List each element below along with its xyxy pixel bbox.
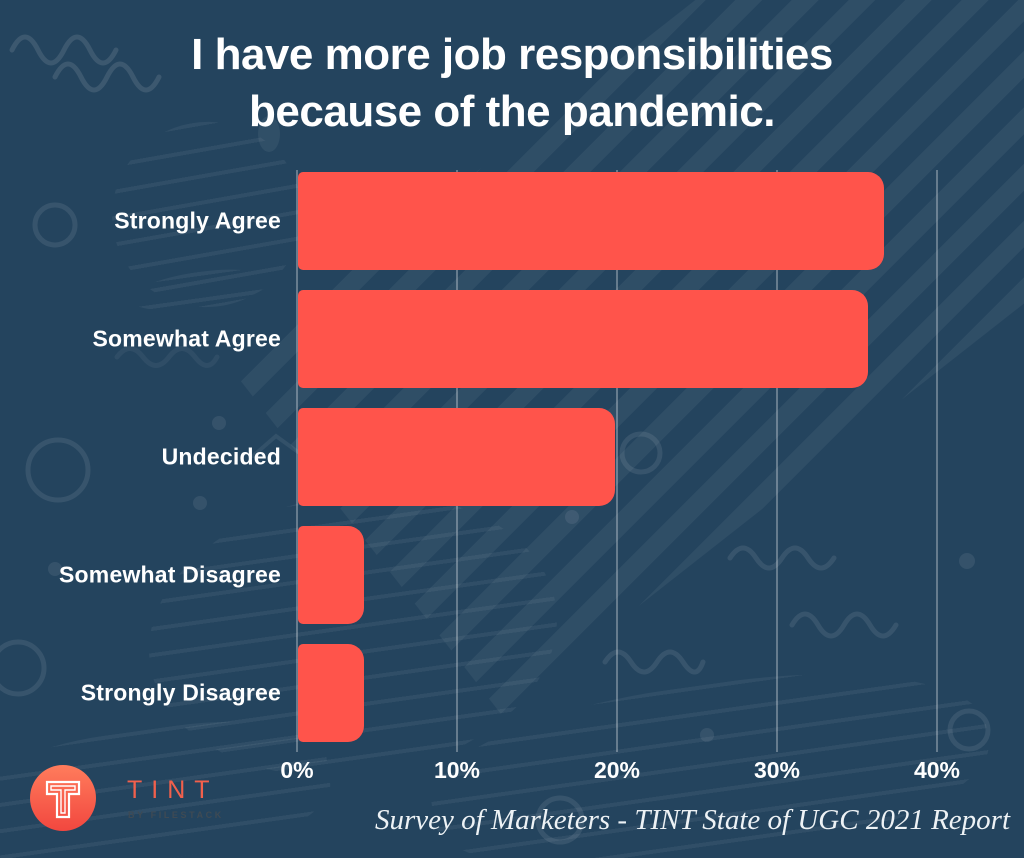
brand-name: TINT <box>127 776 219 804</box>
gridline <box>296 170 298 752</box>
x-axis-tick-label: 10% <box>433 757 481 783</box>
dot-icon <box>193 496 207 510</box>
x-axis-tick-label: 40% <box>913 757 961 783</box>
tint-t-icon <box>45 780 81 819</box>
tint-logo <box>30 765 96 831</box>
dot-icon <box>212 416 226 430</box>
circle-outline-icon <box>947 708 991 752</box>
dot-icon <box>959 553 975 569</box>
bar <box>298 644 364 742</box>
chart-title-line1: I have more job responsibilities <box>191 30 833 79</box>
bar <box>298 526 364 624</box>
chart-title-line2: because of the pandemic. <box>249 87 775 136</box>
x-axis-tick-label: 30% <box>753 757 801 783</box>
wave-icon <box>727 545 837 571</box>
category-label: Strongly Agree <box>114 207 281 234</box>
bar <box>298 408 615 506</box>
circle-outline-icon <box>619 431 663 475</box>
x-axis-tick-label: 0% <box>280 757 314 783</box>
gridline <box>776 170 778 752</box>
caption: Survey of Marketers - TINT State of UGC … <box>375 804 1010 836</box>
hatch-strip-decoration <box>128 262 272 318</box>
category-label: Somewhat Agree <box>92 325 281 352</box>
brand-subtitle: BY FILESTACK <box>128 810 224 820</box>
wave-icon <box>602 649 706 675</box>
hatch-disc-decoration-bottom-left <box>130 467 576 803</box>
bar <box>298 172 884 270</box>
dot-icon <box>700 728 714 742</box>
dot-icon <box>565 510 579 524</box>
x-axis-tick-label: 20% <box>593 757 641 783</box>
category-label: Strongly Disagree <box>80 679 281 706</box>
gridline <box>936 170 938 752</box>
category-label: Undecided <box>161 443 281 470</box>
bar <box>298 290 868 388</box>
gridline <box>616 170 618 752</box>
chart-title: I have more job responsibilities because… <box>0 26 1024 140</box>
wave-icon <box>789 611 899 639</box>
category-label: Somewhat Disagree <box>59 561 281 588</box>
